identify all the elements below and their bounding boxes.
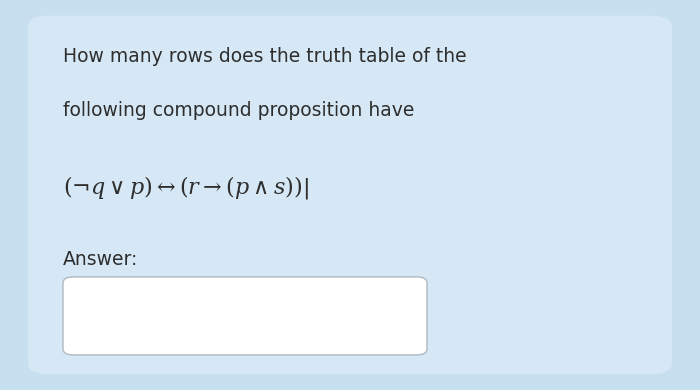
FancyBboxPatch shape (63, 277, 427, 355)
Text: following compound proposition have: following compound proposition have (63, 101, 414, 121)
Text: Answer:: Answer: (63, 250, 139, 269)
FancyBboxPatch shape (28, 16, 672, 374)
Text: How many rows does the truth table of the: How many rows does the truth table of th… (63, 47, 467, 66)
Text: $(\neg q \vee p) \leftrightarrow (r \rightarrow (p \wedge s))$|: $(\neg q \vee p) \leftrightarrow (r \rig… (63, 174, 309, 200)
